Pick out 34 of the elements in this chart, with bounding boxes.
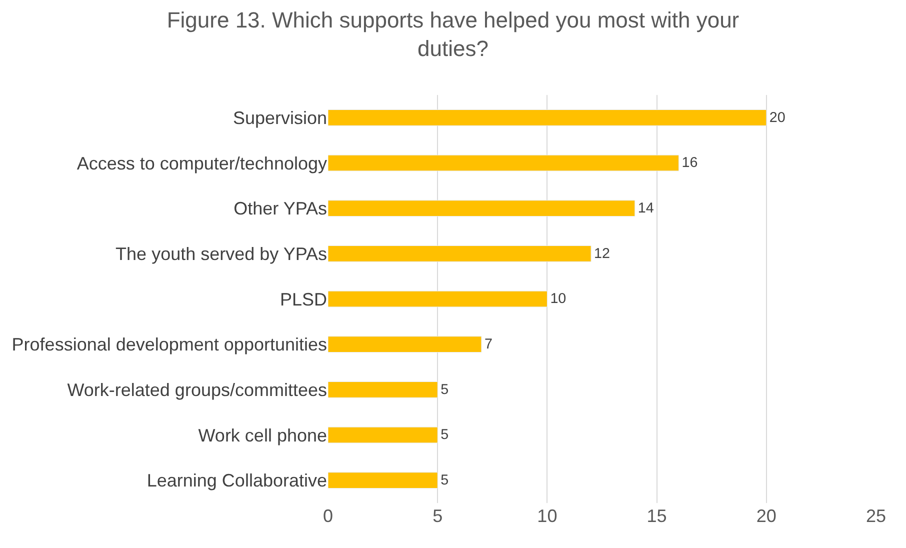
x-tick-label: 5	[432, 506, 443, 526]
data-label: 5	[440, 382, 449, 398]
chart-title: Figure 13. Which supports have helped you most with your duties?	[166, 7, 740, 61]
y-tick-label: Professional development opportunities	[12, 334, 327, 355]
y-tick-label: Learning Collaborative	[146, 470, 327, 491]
data-label: 10	[550, 291, 566, 308]
bar	[328, 290, 548, 308]
bar	[328, 154, 679, 172]
y-tick-label: Other YPAs	[234, 198, 327, 219]
x-tick-label: 0	[322, 506, 334, 526]
data-label: 14	[638, 200, 654, 216]
x-tick-label: 15	[646, 506, 667, 526]
bar	[328, 381, 438, 398]
x-tick-label: 20	[756, 506, 776, 526]
y-tick-label: Supervision	[232, 108, 327, 128]
y-tick-label: Access to computer/technology	[76, 153, 327, 174]
bar	[328, 336, 482, 353]
bar	[328, 200, 636, 217]
bar	[328, 426, 438, 444]
bar	[328, 245, 592, 262]
x-tick-label: 10	[537, 506, 558, 526]
bar	[328, 109, 767, 126]
data-label: 7	[484, 336, 492, 352]
x-tick-label: 25	[866, 506, 886, 526]
bar	[328, 472, 438, 489]
y-tick-label: Work-related groups/committees	[67, 380, 327, 400]
y-tick-label: PLSD	[280, 289, 327, 310]
y-tick-label: Work cell phone	[198, 425, 327, 446]
data-label: 16	[682, 155, 698, 172]
data-label: 5	[440, 427, 449, 444]
y-tick-label: The youth served by YPAs	[116, 244, 327, 264]
data-label: 5	[440, 472, 449, 488]
data-label: 12	[594, 246, 610, 262]
data-label: 20	[769, 110, 786, 126]
